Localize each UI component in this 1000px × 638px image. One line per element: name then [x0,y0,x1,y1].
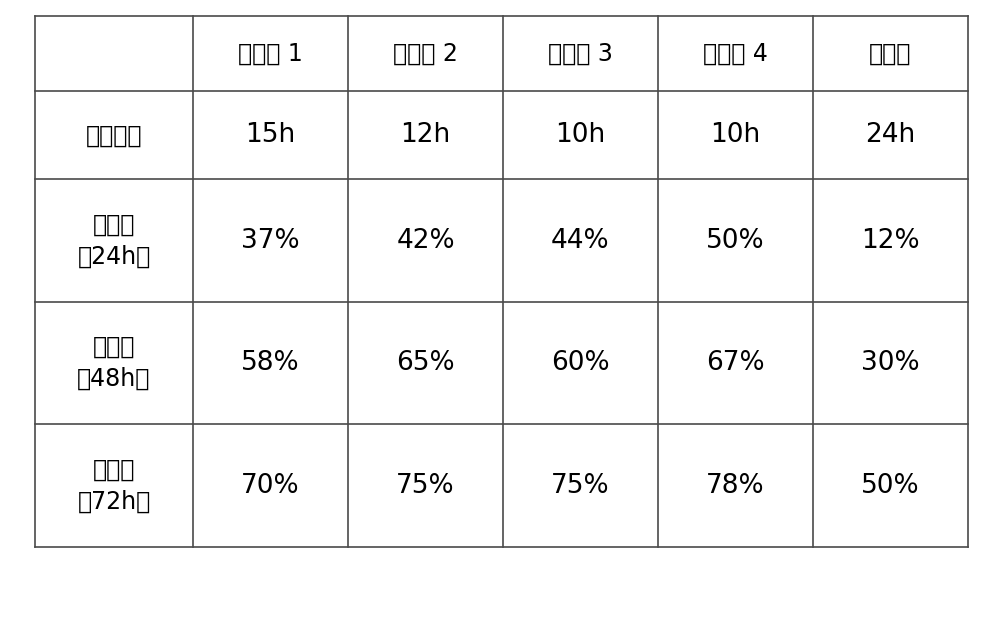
Text: 75%: 75% [551,473,610,498]
Text: 实施例 3: 实施例 3 [548,41,613,66]
Text: 10h: 10h [710,122,761,148]
Text: 67%: 67% [706,350,765,376]
Text: 30%: 30% [861,350,920,376]
Text: 12%: 12% [861,228,920,253]
Text: 24h: 24h [865,122,916,148]
Text: 清除率
（48h）: 清除率 （48h） [77,335,151,391]
Text: 启动时间: 启动时间 [86,123,142,147]
Text: 实施例 4: 实施例 4 [703,41,768,66]
Text: 实施例 2: 实施例 2 [393,41,458,66]
Text: 75%: 75% [396,473,455,498]
Text: 实施例 1: 实施例 1 [238,41,303,66]
Text: 15h: 15h [245,122,296,148]
Text: 清除率
（24h）: 清除率 （24h） [77,212,151,269]
Text: 60%: 60% [551,350,610,376]
Text: 78%: 78% [706,473,765,498]
Text: 44%: 44% [551,228,610,253]
Text: 70%: 70% [241,473,300,498]
Text: 42%: 42% [396,228,455,253]
Text: 65%: 65% [396,350,455,376]
Text: 50%: 50% [706,228,765,253]
Text: 58%: 58% [241,350,300,376]
Text: 12h: 12h [400,122,451,148]
Text: 10h: 10h [555,122,606,148]
Text: 50%: 50% [861,473,920,498]
Text: 对照组: 对照组 [869,41,912,66]
Text: 37%: 37% [241,228,300,253]
Text: 清除率
（72h）: 清除率 （72h） [77,457,151,514]
